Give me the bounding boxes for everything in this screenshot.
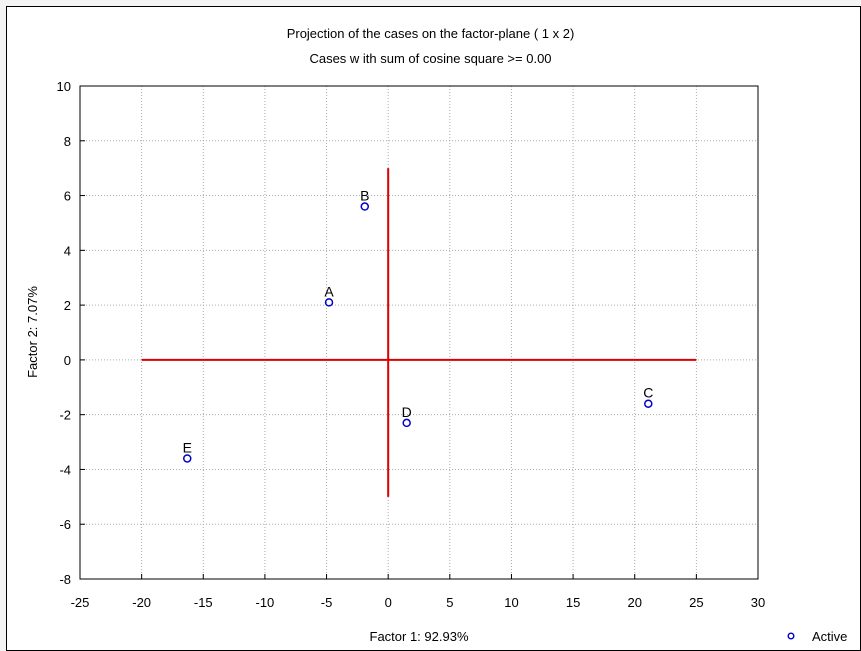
data-point-c xyxy=(644,399,653,408)
x-tick-label: 0 xyxy=(385,595,392,610)
y-tick-label: 0 xyxy=(64,353,71,368)
legend-label: Active xyxy=(812,629,847,644)
x-tick-label: -15 xyxy=(194,595,213,610)
chart-title: Projection of the cases on the factor-pl… xyxy=(286,26,575,41)
data-point-e xyxy=(182,454,192,463)
y-axis-title: Factor 2: 7.07% xyxy=(25,286,40,378)
x-tick-label: 25 xyxy=(689,595,703,610)
legend: Active xyxy=(787,629,847,644)
x-tick-label: 15 xyxy=(566,595,580,610)
point-label-c: C xyxy=(643,385,653,401)
chart-frame xyxy=(6,6,861,651)
y-tick-label: -2 xyxy=(59,408,71,423)
y-tick-label: 2 xyxy=(64,298,71,313)
x-tick-label: 20 xyxy=(627,595,641,610)
x-tick-label: -25 xyxy=(71,595,90,610)
grid-layer xyxy=(80,86,758,579)
x-tick-label: -10 xyxy=(256,595,275,610)
x-tick-label: -5 xyxy=(321,595,333,610)
x-tick-label: 10 xyxy=(504,595,518,610)
y-tick-label: -6 xyxy=(59,517,71,532)
legend-marker xyxy=(787,632,795,640)
y-tick-label: 10 xyxy=(57,79,71,94)
data-point-d xyxy=(402,418,411,428)
x-tick-label: 5 xyxy=(446,595,453,610)
point-label-d: D xyxy=(402,404,412,420)
y-tick-label: -8 xyxy=(59,572,71,587)
point-label-b: B xyxy=(360,188,369,204)
plot-area xyxy=(79,85,759,580)
x-tick-label: 30 xyxy=(751,595,765,610)
x-axis-title: Factor 1: 92.93% xyxy=(370,629,469,644)
reference-lines xyxy=(141,168,697,497)
points-layer: A B C D E xyxy=(182,188,653,463)
tick-layer: -25 -20 -15 -10 -5 0 5 10 15 20 25 30-8-6-4-2024681… xyxy=(57,79,766,610)
y-tick-label: -4 xyxy=(59,462,71,477)
data-point-b xyxy=(360,202,370,211)
chart-subtitle: Cases w ith sum of cosine square >= 0.00 xyxy=(309,51,552,66)
point-label-e: E xyxy=(183,439,192,455)
point-label-a: A xyxy=(324,283,334,299)
y-tick-label: 8 xyxy=(64,134,71,149)
x-tick-label: -20 xyxy=(132,595,151,610)
data-point-a xyxy=(324,298,334,307)
y-tick-label: 4 xyxy=(64,243,71,258)
y-tick-label: 6 xyxy=(64,189,71,204)
